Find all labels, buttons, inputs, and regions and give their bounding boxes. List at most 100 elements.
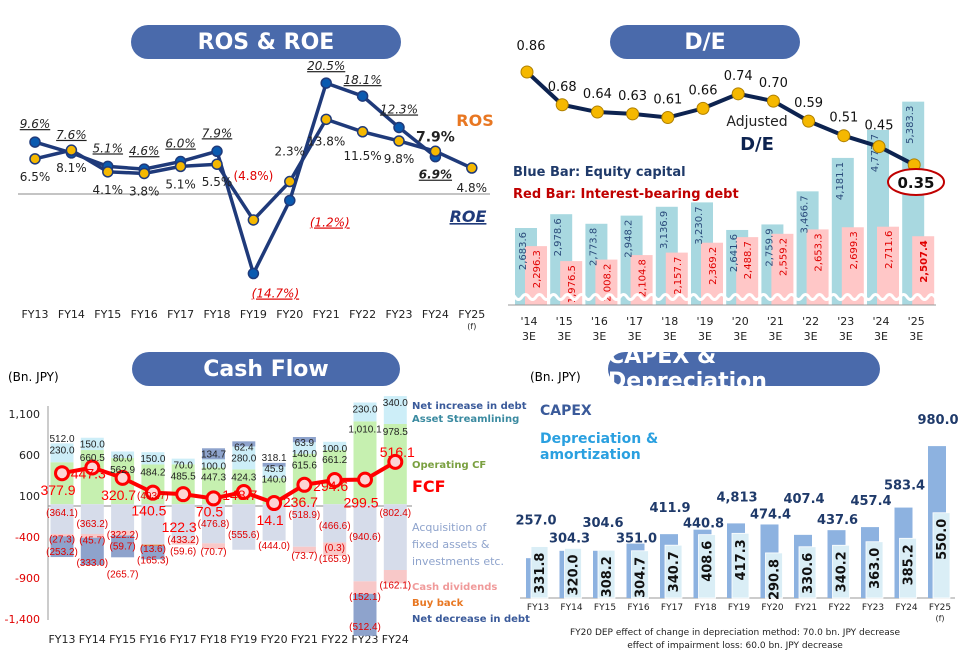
capex-label: 440.8 xyxy=(683,517,724,532)
depreciation-bar xyxy=(664,544,683,599)
asset-streamlining-bar xyxy=(353,402,377,422)
ros-label: 11.5% xyxy=(344,149,382,163)
ros-point xyxy=(174,160,187,173)
depreciation-bar xyxy=(631,550,649,599)
cash-dividends-bar xyxy=(202,543,225,550)
asset-streamlining-bar xyxy=(50,443,74,463)
streamlining-label: 80.0 xyxy=(113,453,133,464)
asset-streamlining-bar xyxy=(262,466,286,479)
de-value-label: 0.63 xyxy=(618,89,647,104)
cash-dividends-bar xyxy=(50,534,74,537)
de-latest-highlight xyxy=(887,168,945,196)
net-decrease-debt-label: (512.4) xyxy=(349,622,381,633)
capex-label: 257.0 xyxy=(515,514,556,529)
ros-roe-title: ROS & ROE xyxy=(131,25,401,59)
ros-roe-x-tick: FY19 xyxy=(240,308,267,321)
roe-point xyxy=(247,267,260,280)
acquisition-bar xyxy=(353,504,377,582)
fcf-point xyxy=(357,471,373,488)
de-x-tick: '18 xyxy=(661,315,678,328)
cf-legend-acq: fixed assets & xyxy=(412,538,490,551)
capex-x-tick: FY22 xyxy=(828,603,850,613)
cf-x-tick: FY22 xyxy=(321,633,348,646)
roe-label: 18.1% xyxy=(344,73,382,87)
net-decrease-debt-label: (333.0) xyxy=(76,558,108,569)
debt-bar-label: 2,653.3 xyxy=(814,233,825,271)
debt-bar-label: 2,104.8 xyxy=(638,259,649,297)
ros-point xyxy=(466,162,478,174)
depreciation-label: 408.6 xyxy=(701,541,716,582)
cf-y-tick: 1,100 xyxy=(9,408,41,421)
cash-dividends-label: (59.6) xyxy=(170,547,196,558)
net-decrease-debt-label: (165.3) xyxy=(137,555,169,566)
de-point xyxy=(837,129,851,143)
de-x-tick: 3E xyxy=(557,330,571,343)
capex-label: 583.4 xyxy=(884,479,925,494)
ros-label: 4.8% xyxy=(457,181,488,195)
ros-label: 7.9% xyxy=(416,129,455,145)
de-x-tick: '22 xyxy=(802,315,819,328)
acquisition-label: (555.6) xyxy=(228,530,260,541)
fcf-point xyxy=(235,484,252,501)
acquisition-bar xyxy=(232,504,256,550)
fcf-point xyxy=(296,476,313,493)
de-x-tick: '17 xyxy=(626,315,643,328)
acquisition-bar xyxy=(111,504,135,531)
ros-point xyxy=(284,175,296,188)
depreciation-bar xyxy=(865,541,884,599)
ros-label: 2.3% xyxy=(275,145,306,159)
fcf-label: 14.1 xyxy=(256,512,283,528)
capex-x-tick: FY18 xyxy=(694,603,716,613)
debt-bar-label: 2,559.2 xyxy=(778,238,789,276)
cash-dividends-label: (70.7) xyxy=(200,547,226,558)
de-value-label: 0.68 xyxy=(548,80,577,95)
asset-streamlining-bar xyxy=(383,396,407,424)
de-point xyxy=(626,107,640,121)
cf-legend-acq: investments etc. xyxy=(412,555,504,568)
streamlining-label: 230.0 xyxy=(49,445,74,456)
ros-label: 13.8% xyxy=(307,134,345,148)
de-latest-value: 0.35 xyxy=(897,174,934,192)
ros-roe-x-tick: FY25 xyxy=(458,308,485,321)
cf-legend-dividends: Cash dividends xyxy=(412,582,497,593)
roe-point xyxy=(356,90,369,102)
fcf-label: 377.9 xyxy=(40,482,75,498)
depreciation-bar xyxy=(731,532,750,599)
de-x-tick: '15 xyxy=(556,315,573,328)
acquisition-bar xyxy=(80,504,104,534)
ocf-label: 615.6 xyxy=(292,461,317,472)
ros-label: 5.1% xyxy=(165,177,196,191)
streamlining-label: 100.0 xyxy=(201,461,226,472)
asset-streamlining-bar xyxy=(323,441,347,450)
de-value-label: 0.66 xyxy=(689,83,718,98)
depreciation-label: 290.8 xyxy=(768,559,783,600)
de-x-tick: 3E xyxy=(592,330,606,343)
ocf-label: 424.3 xyxy=(231,472,256,483)
acquisition-label: (466.6) xyxy=(319,521,351,532)
depreciation-bar xyxy=(597,549,616,599)
equity-bar-label: 2,773.8 xyxy=(588,228,599,266)
de-x-tick: 3E xyxy=(804,330,818,343)
debt-bar xyxy=(630,255,653,305)
cf-legend-net_increase: Net increase in debt xyxy=(412,401,527,412)
asset-streamlining-bar xyxy=(171,458,195,465)
roe-label: (14.7%) xyxy=(252,287,299,301)
de-line-label: D/E xyxy=(740,134,774,155)
depreciation-label: 340.7 xyxy=(667,551,682,592)
cash-dividends-bar xyxy=(171,539,195,545)
cf-x-tick: FY13 xyxy=(48,633,75,646)
cf-x-tick: FY18 xyxy=(200,633,227,646)
acquisition-bar xyxy=(50,504,74,535)
debt-bar-label: 2,157.7 xyxy=(673,257,684,295)
fcf-point xyxy=(205,490,222,507)
equity-bar-label: 2,978.6 xyxy=(553,218,564,256)
roe-point xyxy=(393,121,405,134)
debt-bar-label: 2,488.7 xyxy=(743,241,754,279)
cash-dividends-label: (73.7) xyxy=(291,551,317,562)
de-value-label: 0.86 xyxy=(517,39,546,54)
de-value-label: 0.51 xyxy=(829,111,858,126)
depreciation-legend: amortization xyxy=(540,447,641,463)
de-legend-debt: Red Bar: Interest-bearing debt xyxy=(513,187,739,202)
equity-bar-label: 2,641.6 xyxy=(729,234,740,272)
